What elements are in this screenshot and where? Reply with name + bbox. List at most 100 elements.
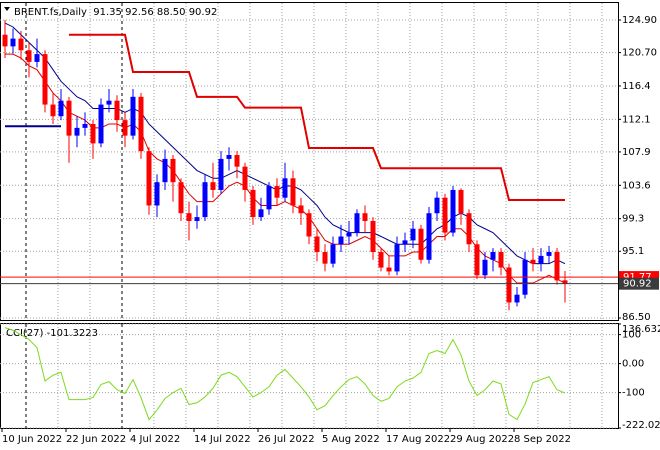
candle-body: [218, 158, 224, 190]
candle-body: [34, 54, 40, 62]
y-tick-label: -100: [622, 388, 645, 399]
x-tick-label: 26 Jul 2022: [258, 434, 315, 445]
candle-body: [354, 213, 360, 233]
x-tick-label: 14 Jul 2022: [194, 434, 251, 445]
y-tick-label: 0.00: [622, 359, 644, 370]
candle-body: [242, 166, 248, 190]
candle-body: [74, 127, 80, 136]
candle-body: [26, 50, 32, 62]
y-tick-label: -222.025: [622, 420, 660, 431]
candle-body: [210, 182, 216, 190]
candle-body: [514, 294, 520, 303]
candle-body: [466, 213, 472, 245]
candle-body: [442, 197, 448, 233]
candle-body: [554, 252, 560, 281]
candle-body: [338, 236, 344, 245]
y-tick-label: 136.6329: [622, 324, 660, 335]
candle-body: [474, 244, 480, 276]
candle-body: [458, 189, 464, 214]
chart-title: BRENT.fs,Daily 91.35 92.56 88.50 90.92: [14, 7, 217, 18]
candle-body: [178, 182, 184, 214]
y-tick-label: 120.70: [622, 48, 657, 59]
candle-body: [546, 252, 552, 256]
candle-body: [538, 255, 544, 264]
candle-body: [122, 120, 128, 136]
candle-body: [482, 259, 488, 276]
candle-body: [266, 186, 272, 210]
y-tick-label: 99.3: [622, 214, 644, 225]
candle-body: [330, 244, 336, 264]
candle-body: [98, 104, 104, 144]
x-tick-label: 29 Aug 2022: [450, 434, 514, 445]
y-tick-label: 107.9: [622, 147, 651, 158]
candle-body: [426, 213, 432, 260]
y-tick-label: 112.1: [622, 114, 651, 125]
candle-body: [114, 100, 120, 121]
candle-body: [394, 244, 400, 272]
candle-body: [66, 100, 72, 136]
candle-body: [346, 232, 352, 237]
x-tick-label: 4 Jul 2022: [130, 434, 180, 445]
candle-body: [370, 220, 376, 253]
candle-body: [498, 252, 504, 268]
candle-body: [282, 178, 288, 198]
candle-body: [58, 100, 64, 117]
candle-body: [82, 123, 88, 128]
candle-body: [274, 186, 280, 198]
candle-body: [490, 252, 496, 260]
candle-body: [386, 267, 392, 272]
y-tick-label: 124.90: [622, 15, 657, 26]
candle-body: [322, 252, 328, 264]
candle-body: [170, 158, 176, 183]
panel-frame: [0, 2, 619, 321]
candle-body: [186, 213, 192, 221]
candle-body: [402, 240, 408, 245]
candle-body: [298, 205, 304, 214]
candle-body: [2, 34, 8, 47]
y-tick-label: 95.1: [622, 246, 644, 257]
price-label: 90.92: [623, 279, 652, 290]
candle-body: [562, 280, 568, 284]
x-tick-label: 22 Jun 2022: [66, 434, 126, 445]
candle-body: [450, 189, 456, 233]
candle-body: [290, 178, 296, 206]
trailing-stop-line: [69, 33, 565, 202]
candle-body: [18, 38, 24, 51]
candle-body: [506, 267, 512, 303]
x-tick-label: 5 Aug 2022: [322, 434, 380, 445]
y-tick-label: 100: [622, 330, 641, 341]
x-tick-label: 10 Jun 2022: [2, 434, 62, 445]
candle-body: [250, 189, 256, 218]
candle-body: [10, 38, 16, 47]
y-tick-label: 86.50: [622, 312, 651, 323]
candle-body: [418, 228, 424, 260]
x-tick-label: 17 Aug 2022: [386, 434, 450, 445]
x-tick-label: 8 Sep 2022: [514, 434, 571, 445]
candle-body: [378, 252, 384, 268]
candle-body: [138, 96, 144, 152]
candle-body: [226, 155, 232, 159]
y-tick-label: 116.4: [622, 81, 651, 92]
y-tick-label: 103.6: [622, 180, 651, 191]
price-label-box: [619, 277, 659, 290]
chart-title: CCI(27) -101.3223: [6, 328, 98, 339]
candle-body: [362, 213, 368, 221]
candle-body: [314, 236, 320, 253]
price-label: 91.77: [623, 272, 652, 283]
candle-body: [42, 54, 48, 105]
candle-body: [258, 209, 264, 218]
candle-body: [306, 213, 312, 237]
candle-body: [130, 96, 136, 136]
candle-body: [90, 123, 96, 144]
candle-body: [106, 100, 112, 105]
candle-body: [194, 217, 200, 221]
candle-body: [154, 182, 160, 206]
candle-body: [50, 104, 56, 117]
candle-body: [530, 259, 536, 264]
candle-body: [162, 158, 168, 183]
candle-body: [146, 151, 152, 206]
candle-body: [234, 155, 240, 167]
candle-body: [434, 197, 440, 214]
